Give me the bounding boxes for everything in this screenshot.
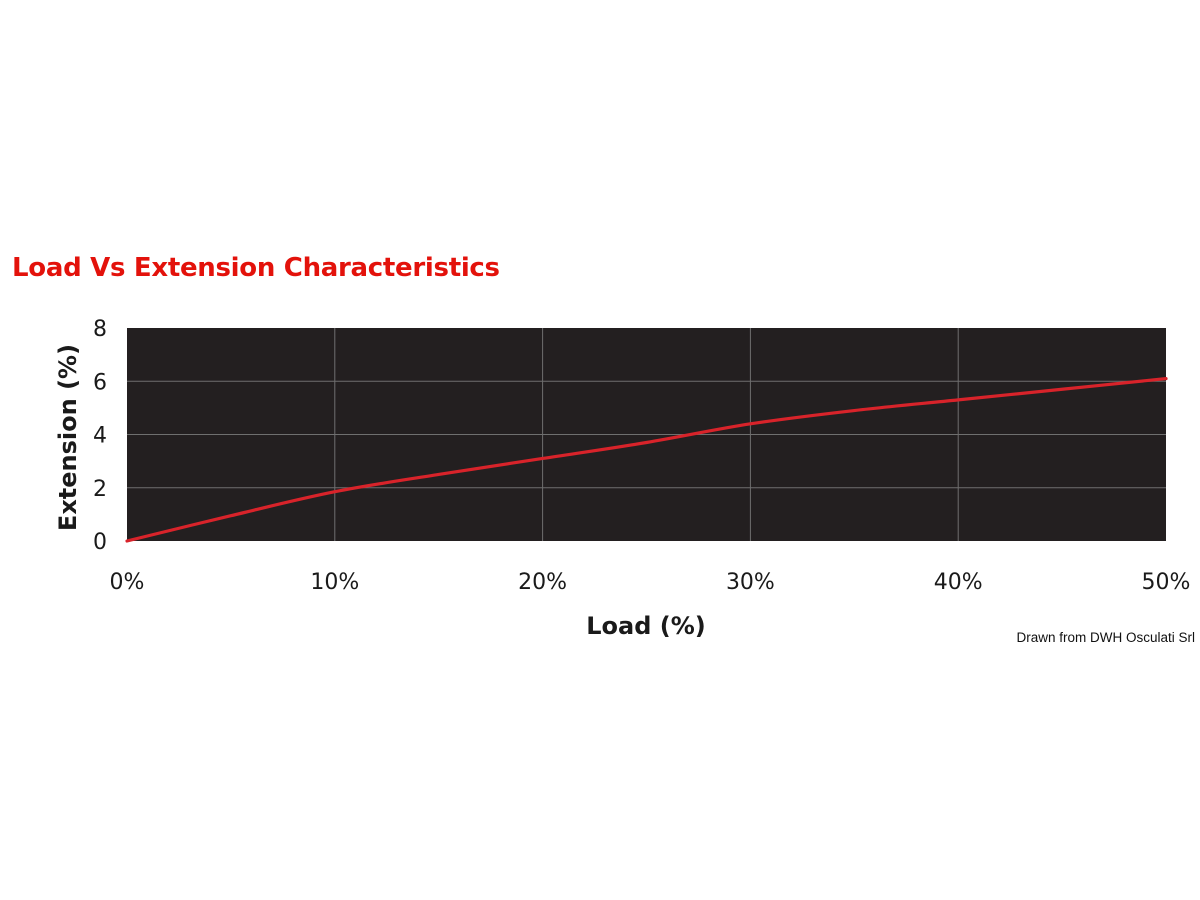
- y-tick-label: 8: [93, 317, 107, 342]
- x-tick-label: 30%: [726, 570, 775, 595]
- x-tick-label: 40%: [934, 570, 983, 595]
- y-tick-labels: 0 2 4 6 8: [93, 317, 107, 555]
- series-layer: [125, 376, 1168, 543]
- x-tick-label: 50%: [1142, 570, 1191, 595]
- y-tick-label: 4: [93, 424, 107, 449]
- chart-title: Load Vs Extension Characteristics: [12, 253, 500, 283]
- x-tick-label: 20%: [518, 570, 567, 595]
- y-axis-title: Extension (%): [54, 344, 82, 531]
- series-line: [125, 376, 1168, 543]
- x-tick-label: 0%: [110, 570, 145, 595]
- y-tick-label: 0: [93, 530, 107, 555]
- x-axis-title: Load (%): [586, 612, 706, 640]
- grid-lines: [127, 328, 1166, 541]
- y-tick-label: 2: [93, 477, 107, 502]
- y-tick-label: 6: [93, 370, 107, 395]
- x-tick-label: 10%: [310, 570, 359, 595]
- source-note: Drawn from DWH Osculati Srl: [1016, 630, 1195, 645]
- x-tick-labels: 0% 10% 20% 30% 40% 50%: [110, 570, 1191, 595]
